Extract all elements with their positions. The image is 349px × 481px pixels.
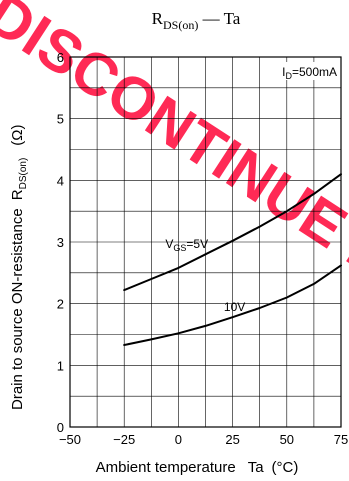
y-axis-title-text: Drain to source ON-resistance <box>9 208 26 410</box>
series-line-vgs5v <box>123 173 342 292</box>
y-tick-label: 4 <box>57 173 64 188</box>
series-label-vgs5v: VGS=5V <box>165 237 208 253</box>
series-label-10v-text: 10V <box>224 300 245 314</box>
x-axis-title-unit: (°C) <box>272 459 299 476</box>
x-tick-label: 75 <box>334 432 348 447</box>
series-line-10v <box>123 264 342 346</box>
watermark-text: MAY DISCONTINUE PROD <box>0 0 349 364</box>
watermark: MAY DISCONTINUE PROD <box>0 0 349 364</box>
x-tick-label: −50 <box>59 432 81 447</box>
condition-post: =500mA <box>292 65 337 79</box>
x-tick-label: −25 <box>113 432 135 447</box>
tick-labels: −50 −25 0 25 50 75 0 1 2 3 4 5 6 <box>57 50 348 447</box>
condition-sub: D <box>285 71 292 81</box>
x-axis-title-text: Ambient temperature <box>96 459 236 476</box>
y-axis-title: Drain to source ON-resistance RDS(on) (Ω) <box>9 125 29 411</box>
y-axis-title-var: R <box>9 189 26 200</box>
x-axis-title-var: Ta <box>248 459 265 476</box>
condition-label: ID=500mA <box>282 65 337 81</box>
chart-title-sub: DS(on) <box>163 18 198 32</box>
x-tick-label: 50 <box>280 432 294 447</box>
x-tick-label: 25 <box>225 432 239 447</box>
y-tick-label: 1 <box>57 358 64 373</box>
plot-frame <box>69 56 342 428</box>
condition-pre: I <box>282 65 285 79</box>
series-lines <box>123 173 342 346</box>
x-axis-title: Ambient temperature Ta (°C) <box>96 459 299 476</box>
series-label-vgs5v-pre: V <box>165 237 173 251</box>
y-tick-label: 0 <box>57 420 64 435</box>
series-label-vgs5v-post: =5V <box>186 237 208 251</box>
y-tick-label: 5 <box>57 112 64 127</box>
y-axis-title-unit: (Ω) <box>9 125 26 146</box>
chart-title: RDS(on) — Ta <box>152 9 241 32</box>
condition-box-bg <box>261 62 339 80</box>
grid <box>70 57 341 427</box>
chart-title-tail: Ta <box>224 9 241 28</box>
y-axis-title-var-sub: DS(on) <box>18 158 29 190</box>
condition-box: ID=500mA <box>261 62 339 81</box>
chart-title-sep: — <box>198 9 223 28</box>
y-tick-label: 6 <box>57 50 64 65</box>
series-label-vgs5v-sub: GS <box>173 243 186 253</box>
series-label-10v: 10V <box>224 300 245 314</box>
x-tick-label: 0 <box>175 432 182 447</box>
chart-title-main: R <box>152 9 164 28</box>
y-tick-label: 3 <box>57 235 64 250</box>
y-tick-label: 2 <box>57 297 64 312</box>
